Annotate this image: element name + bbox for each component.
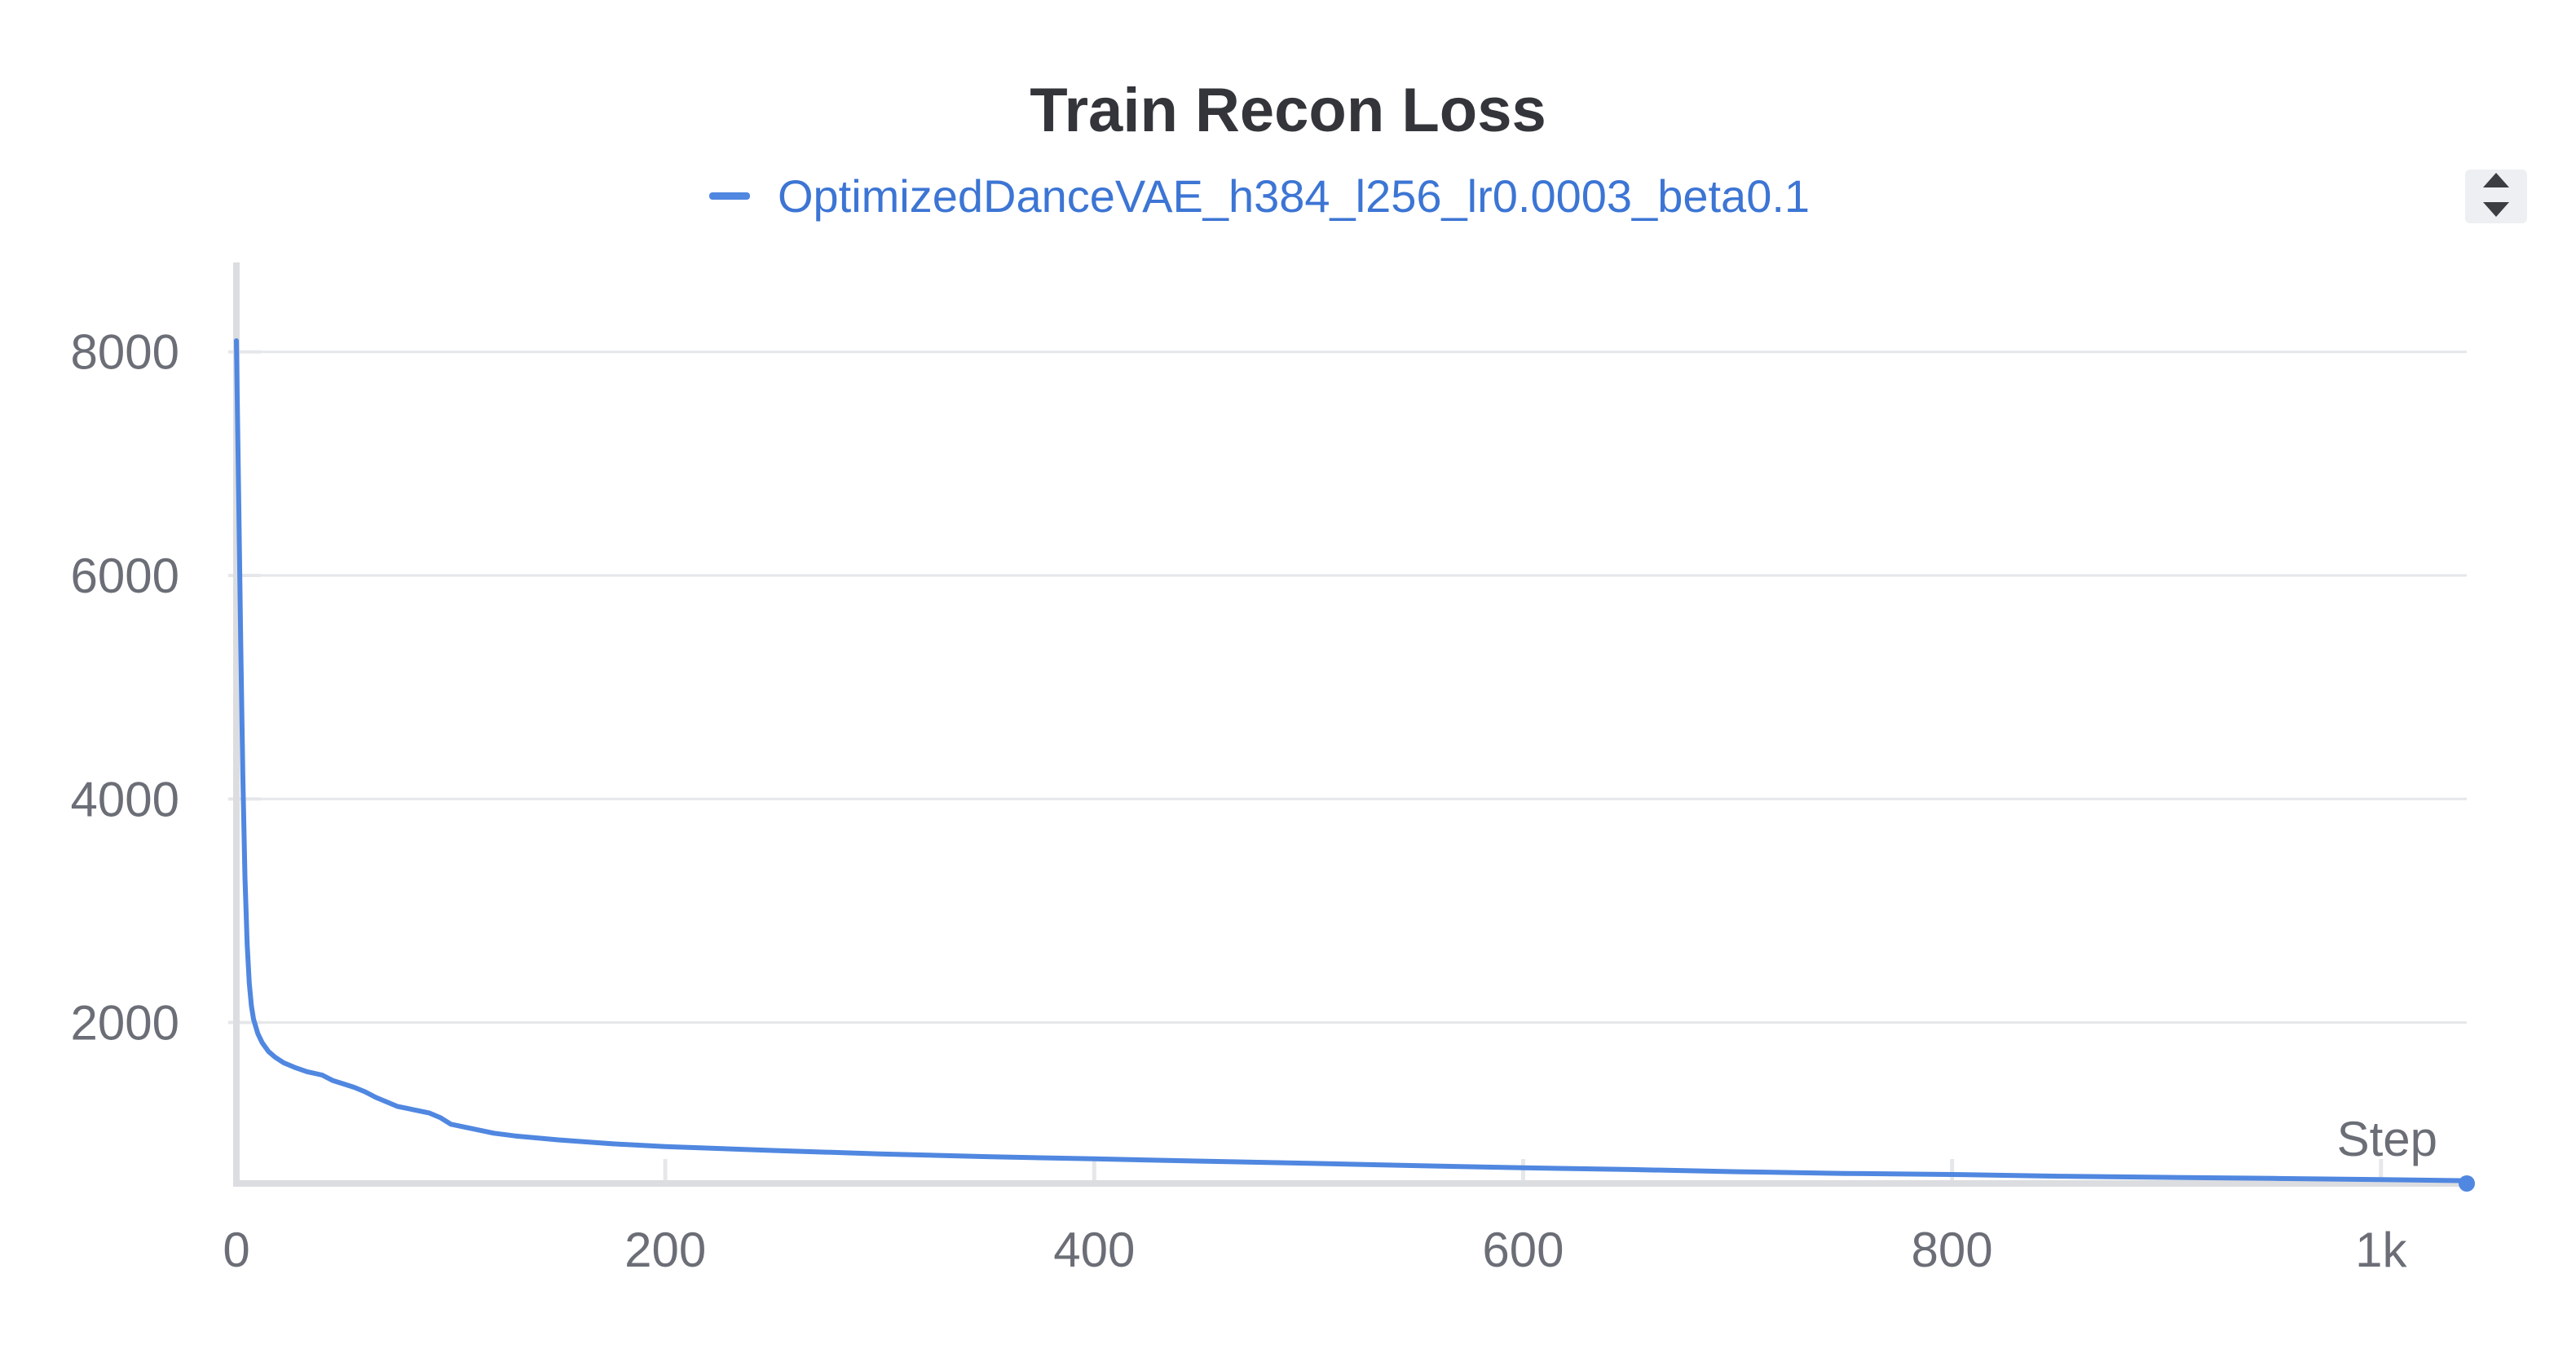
legend-scroll-control[interactable] — [2465, 170, 2527, 223]
triangle-up-icon[interactable] — [2483, 173, 2509, 187]
series-layer — [234, 338, 2475, 1192]
triangle-down-icon[interactable] — [2483, 202, 2509, 217]
gridlines — [228, 350, 2467, 1183]
series-line[interactable] — [234, 338, 2469, 1183]
x-tick-label: 0 — [223, 1223, 249, 1277]
x-tick-label: 800 — [1912, 1223, 1993, 1277]
legend-swatch — [708, 192, 750, 200]
x-axis-label: Step — [2337, 1112, 2437, 1166]
y-tick-labels: 2000 4000 6000 8000 — [71, 325, 179, 1051]
y-tick-label: 2000 — [71, 996, 179, 1051]
y-tick-label: 6000 — [71, 549, 179, 603]
chart-title: Train Recon Loss — [1030, 76, 1546, 145]
legend-series-label: OptimizedDanceVAE_h384_l256_lr0.0003_bet… — [777, 170, 1811, 222]
axes — [233, 262, 2467, 1187]
x-tick-label: 600 — [1482, 1223, 1564, 1277]
x-tick-label: 1k — [2355, 1223, 2407, 1277]
series-end-point — [2459, 1175, 2475, 1192]
legend[interactable]: OptimizedDanceVAE_h384_l256_lr0.0003_bet… — [0, 170, 2576, 223]
x-tick-labels: 0 200 400 600 800 1k — [223, 1223, 2407, 1277]
x-tick-label: 400 — [1053, 1223, 1135, 1277]
y-tick-label: 8000 — [71, 325, 179, 380]
y-tick-label: 4000 — [71, 772, 179, 826]
x-tick-label: 200 — [624, 1223, 706, 1277]
